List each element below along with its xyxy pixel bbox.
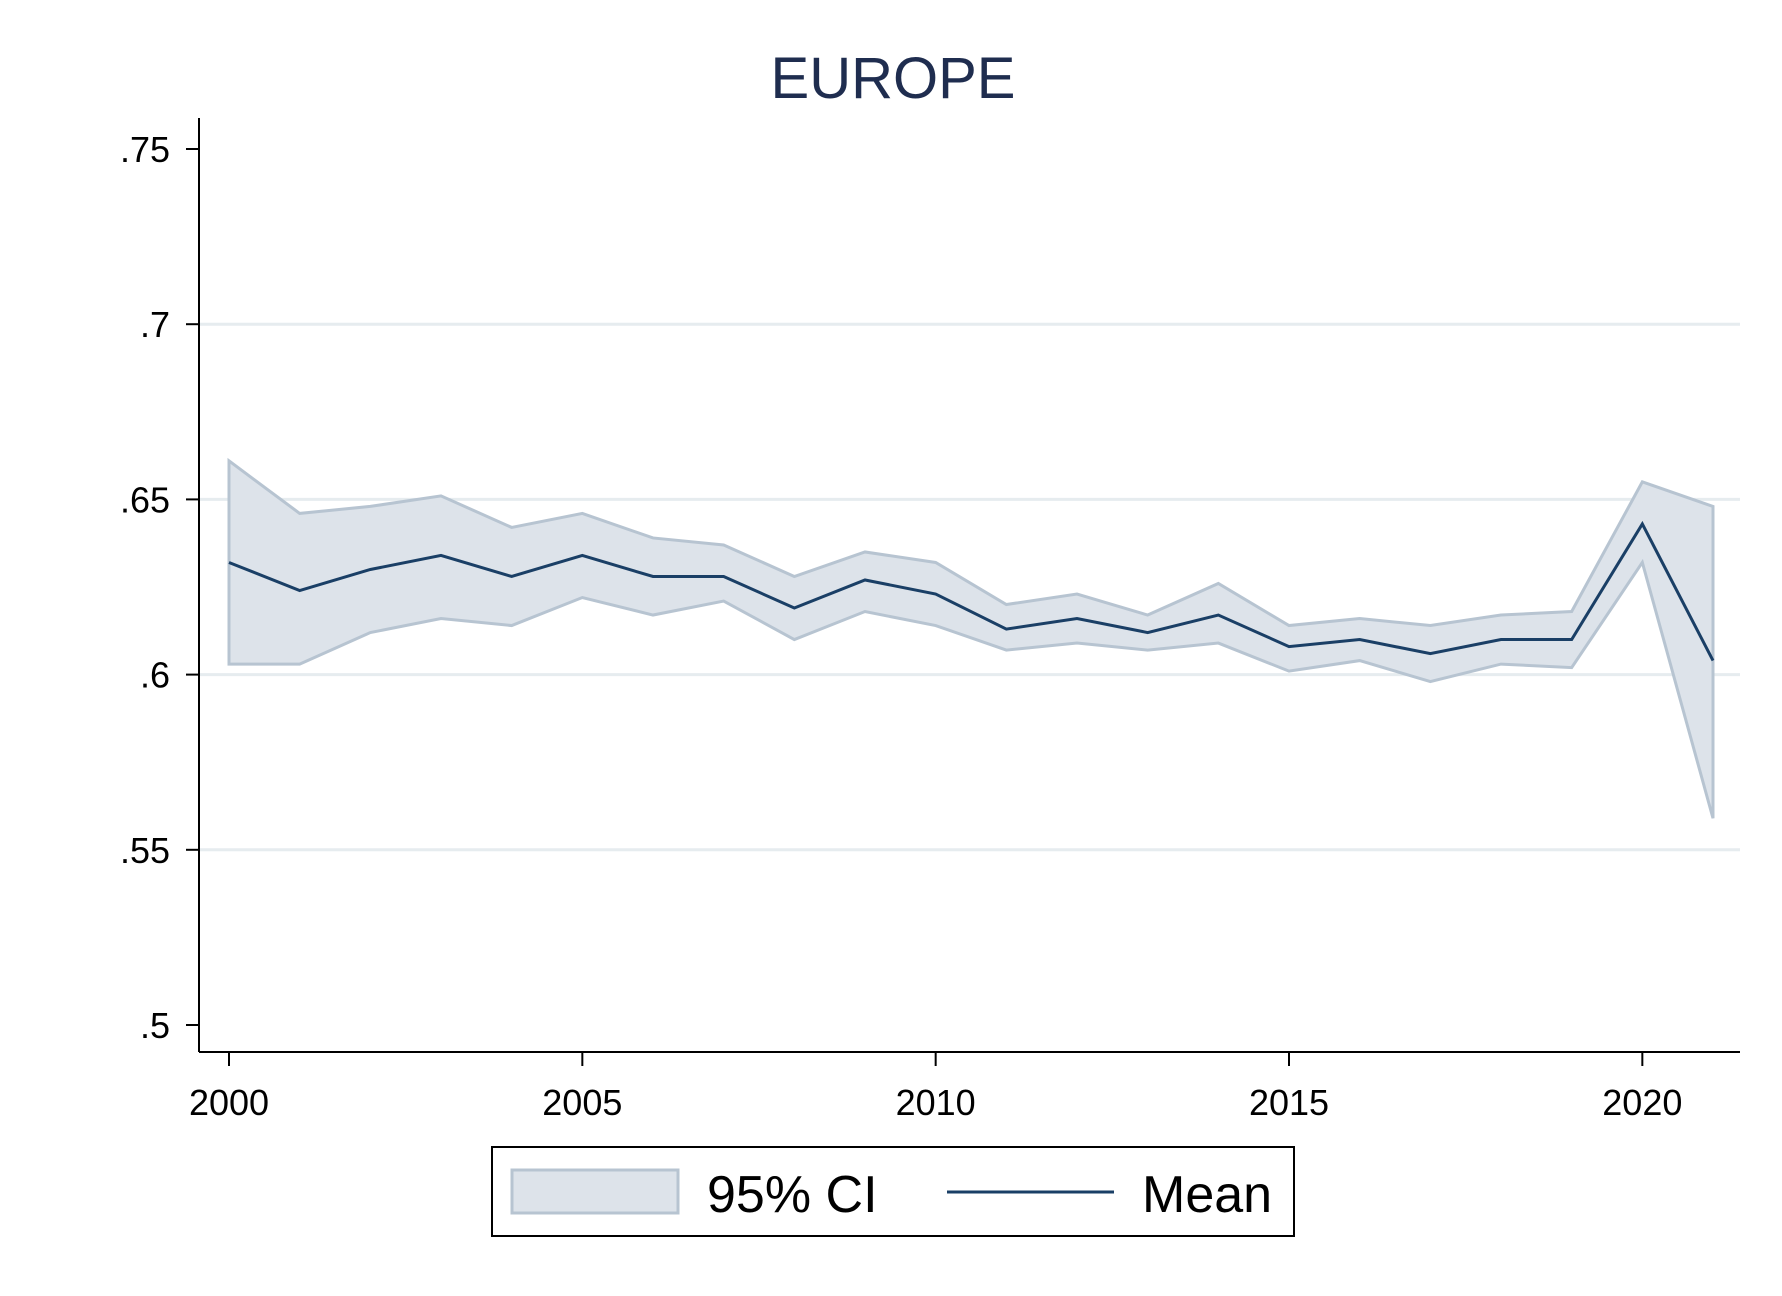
legend-mean-label: Mean xyxy=(1142,1166,1272,1224)
y-tick-label: .5 xyxy=(140,1005,170,1046)
y-tick-label: .75 xyxy=(120,129,170,170)
x-tick-label: 2015 xyxy=(1249,1082,1329,1123)
y-tick-label: .55 xyxy=(120,830,170,871)
ci-band-layer xyxy=(227,457,1715,819)
chart-title: EUROPE xyxy=(771,46,1016,111)
y-tick-label: .7 xyxy=(140,304,170,345)
x-axis-ticks: 2000 2005 2010 2015 2020 xyxy=(189,1052,1682,1123)
x-tick-label: 2005 xyxy=(542,1082,622,1123)
legend: 95% CI Mean xyxy=(491,1146,1295,1237)
gridlines xyxy=(199,322,1740,852)
x-tick-label: 2000 xyxy=(189,1082,269,1123)
mean-line-layer xyxy=(228,520,1715,662)
legend-ci-swatch xyxy=(510,1168,680,1215)
x-tick-label: 2020 xyxy=(1602,1082,1682,1123)
x-tick-label: 2010 xyxy=(896,1082,976,1123)
legend-ci-label: 95% CI xyxy=(707,1166,878,1224)
ci-band xyxy=(227,457,1715,819)
y-tick-label: .65 xyxy=(120,479,170,520)
mean-line xyxy=(228,520,1715,662)
y-tick-label: .6 xyxy=(140,655,170,696)
y-axis-ticks: .5 .55 .6 .65 .7 .75 xyxy=(120,129,199,1046)
